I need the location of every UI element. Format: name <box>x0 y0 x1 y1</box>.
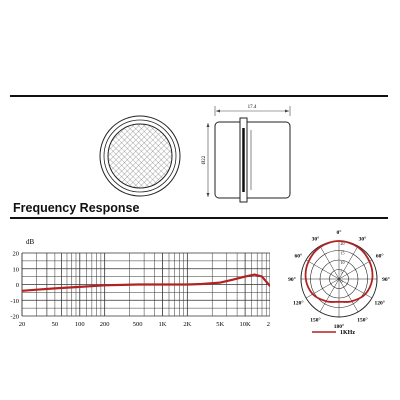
y-tick-label: 10 <box>13 266 20 273</box>
polar-angle-label: 120° <box>374 300 384 307</box>
polar-angle-label: 90° <box>288 276 296 283</box>
polar-spoke <box>338 259 373 280</box>
y-tick-label: 0 <box>16 282 19 289</box>
polar-angle-label: 0° <box>337 229 342 236</box>
polar-angle-label: 150° <box>357 317 367 324</box>
polar-radial-label: 20 <box>341 241 345 246</box>
polar-angle-label: 180° <box>334 323 344 330</box>
x-tick-label: 100 <box>75 321 85 328</box>
y-tick-label: 20 <box>13 251 20 258</box>
section-divider <box>10 217 388 219</box>
polar-angle-label: 30° <box>359 235 367 242</box>
x-tick-label: 1K <box>158 321 166 328</box>
polar-grid <box>300 240 378 318</box>
polar-radial-labels: 0 5 10 15 20 <box>341 241 345 284</box>
y-tick-label: -10 <box>10 298 19 305</box>
mechanical-drawing: 17.4 Ø22 <box>99 105 291 203</box>
width-dimension: 17.4 <box>248 105 257 110</box>
x-tick-label: 10K <box>240 321 252 328</box>
polar-radial-label: 0 <box>341 279 343 284</box>
x-tick-label: 20 <box>19 321 26 328</box>
x-tick-label: 50 <box>52 321 59 328</box>
response-series <box>21 273 270 292</box>
x-tick-label: 20 <box>267 321 270 328</box>
y-tick-labels: 20 10 0 -10 -20 <box>10 251 19 321</box>
front-view <box>99 115 181 197</box>
polar-spoke <box>338 278 373 299</box>
y-axis-label: dB <box>26 238 35 246</box>
polar-spoke <box>319 245 340 280</box>
side-view: 17.4 Ø22 <box>202 105 291 203</box>
x-tick-label: 500 <box>133 321 143 328</box>
polar-angle-label: 60° <box>294 253 302 260</box>
polar-angle-label: 150° <box>310 317 320 324</box>
polar-angle-label: 60° <box>376 253 384 260</box>
polar-radial-label: 15 <box>341 251 345 256</box>
x-tick-label: 2K <box>183 321 191 328</box>
polar-series <box>304 240 374 303</box>
polar-angle-label: 30° <box>312 235 320 242</box>
polar-radial-label: 10 <box>341 260 345 265</box>
height-dimension: Ø22 <box>202 155 207 164</box>
chart-grid <box>21 252 270 317</box>
y-tick-label: -20 <box>10 314 19 321</box>
legend-label: 1KHz <box>340 330 355 336</box>
section-title: Frequency Response <box>13 201 140 215</box>
polar-angle-labels: 0° 30° 60° 90° 120° 150° 180° 150° 120° 90° 60° 30° <box>288 229 390 330</box>
polar-spoke <box>305 259 340 280</box>
x-tick-label: 200 <box>100 321 110 328</box>
polar-curve-1khz <box>304 240 374 303</box>
polar-spoke <box>338 245 359 280</box>
polar-pattern-chart: 0° 30° 60° 90° 120° 150° 180° 150° 120° 90° 60° 30°… <box>288 229 390 336</box>
polar-angle-label: 120° <box>293 300 303 307</box>
polar-radial-label: 5 <box>341 270 343 275</box>
polar-angle-label: 90° <box>382 276 390 283</box>
response-curve <box>21 273 270 292</box>
top-divider <box>10 95 388 97</box>
polar-spoke <box>338 278 359 313</box>
x-tick-label: 5K <box>216 321 224 328</box>
polar-spoke <box>319 278 340 313</box>
polar-spoke <box>305 278 340 299</box>
x-tick-labels: 20 50 100 200 500 1K 2K 5K 10K 20 <box>19 321 270 328</box>
